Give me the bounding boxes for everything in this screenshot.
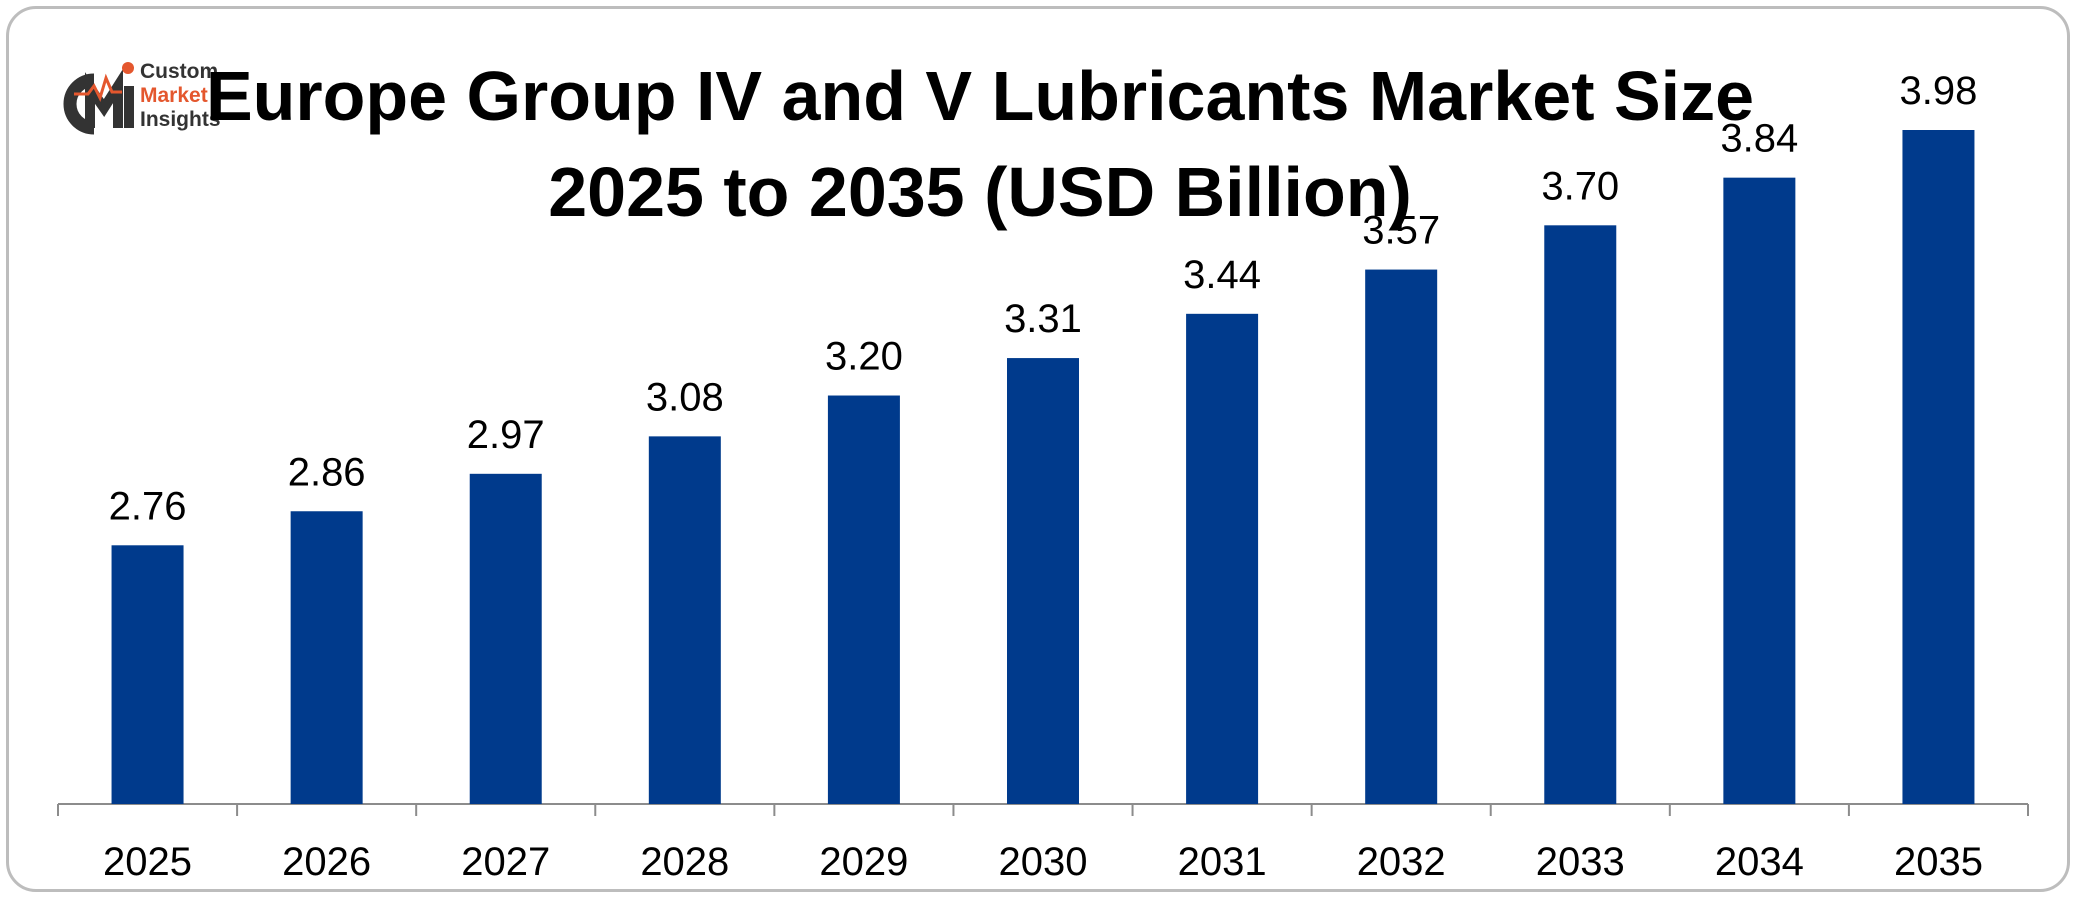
data-label-2033: 3.70: [1541, 164, 1619, 208]
logo-text-market: Market: [140, 84, 208, 107]
bar-2033: [1544, 225, 1617, 805]
data-label-2032: 3.57: [1362, 209, 1440, 253]
data-label-2028: 3.08: [646, 375, 724, 419]
x-tick-label-2033: 2033: [1536, 840, 1625, 884]
data-label-2030: 3.31: [1004, 297, 1082, 341]
x-tick-label-2030: 2030: [999, 840, 1088, 884]
x-tick-label-2027: 2027: [461, 840, 550, 884]
bar-2029: [827, 395, 900, 804]
bar-2035: [1902, 130, 1975, 804]
bar-2026: [290, 511, 363, 804]
bar-2034: [1723, 177, 1796, 805]
bar-2032: [1365, 269, 1438, 804]
data-label-2031: 3.44: [1183, 253, 1261, 297]
data-label-2025: 2.76: [109, 484, 187, 528]
bar-2030: [1007, 358, 1079, 804]
bar-2031: [1186, 313, 1259, 804]
cmi-logo-icon: [63, 62, 134, 135]
bar-2028: [648, 436, 721, 804]
data-label-2035: 3.98: [1900, 69, 1978, 113]
x-tick-label-2032: 2032: [1357, 840, 1446, 884]
x-tick-label-2026: 2026: [282, 840, 371, 884]
x-tick-label-2028: 2028: [640, 840, 729, 884]
bar-2025: [111, 545, 184, 804]
logo-text-insights: Insights: [140, 108, 221, 131]
x-tick-label-2025: 2025: [103, 840, 192, 884]
chart-title-line2: 2025 to 2035 (USD Billion): [548, 153, 1412, 231]
company-logo: Custom Market Insights: [54, 58, 234, 142]
chart-title-line1: Europe Group IV and V Lubricants Market …: [205, 57, 1755, 135]
bar-2027: [469, 473, 542, 804]
data-label-2027: 2.97: [467, 413, 545, 457]
x-tick-label-2029: 2029: [819, 840, 908, 884]
data-label-2029: 3.20: [825, 335, 903, 379]
x-tick-label-2035: 2035: [1894, 840, 1983, 884]
x-tick-label-2031: 2031: [1178, 840, 1267, 884]
x-tick-label-2034: 2034: [1715, 840, 1804, 884]
data-label-2034: 3.84: [1720, 117, 1798, 161]
chart-title: Europe Group IV and V Lubricants Market …: [180, 48, 1780, 240]
logo-text-custom: Custom: [140, 60, 219, 83]
data-label-2026: 2.86: [288, 450, 366, 494]
